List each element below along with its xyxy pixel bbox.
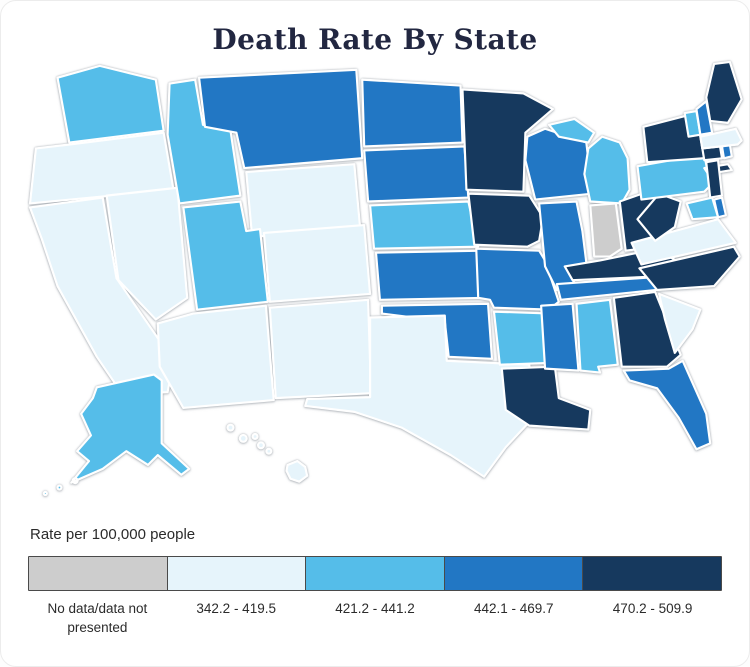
legend-label-text: 421.2 - 441.2 [335, 601, 415, 616]
state-nj [705, 159, 724, 199]
state-in [589, 202, 623, 258]
legend-label-band-3: 442.1 - 469.7 [444, 600, 583, 638]
state-nh [695, 100, 714, 136]
legend-swatch-band-3 [444, 557, 584, 590]
legend-label-band-4: 470.2 - 509.9 [583, 600, 722, 638]
legend-label-band-1: 342.2 - 419.5 [167, 600, 306, 638]
legend-caption: Rate per 100,000 people [30, 526, 196, 543]
state-la [500, 365, 592, 431]
legend-swatch-no-data [29, 557, 168, 590]
state-mt [197, 68, 364, 170]
state-nm [268, 298, 373, 400]
us-map-svg [28, 60, 743, 497]
legend-label-text: 442.1 - 469.7 [474, 601, 554, 616]
state-wa [56, 64, 165, 144]
state-co [262, 224, 372, 303]
state-or [28, 131, 175, 205]
legend: Rate per 100,000 people No data/data not… [1, 526, 749, 638]
legend-label-band-2: 421.2 - 441.2 [306, 600, 445, 638]
state-az [156, 304, 275, 410]
state-hi [226, 423, 309, 483]
legend-label-text: 470.2 - 509.9 [612, 601, 693, 616]
state-id [166, 78, 242, 205]
state-al [575, 298, 619, 374]
state-nc [638, 245, 741, 292]
state-mn [461, 88, 555, 193]
state-va [630, 218, 737, 266]
legend-swatch-band-4 [583, 557, 721, 590]
legend-color-bar [28, 556, 722, 591]
legend-labels: No data/data not presented 342.2 - 419.5… [28, 600, 722, 638]
state-md [685, 196, 720, 221]
state-ne [369, 200, 480, 250]
state-ok [380, 302, 494, 360]
legend-label-text: 342.2 - 419.5 [196, 601, 276, 616]
chart-title: Death Rate By State [212, 23, 538, 56]
state-me [705, 60, 743, 124]
state-mi [547, 117, 631, 205]
state-sc [657, 292, 702, 354]
legend-label-no-data: No data/data not presented [28, 600, 167, 638]
state-ia [467, 192, 545, 248]
state-ma [699, 127, 743, 150]
legend-label-text: No data/data not presented [47, 601, 148, 635]
state-tx [304, 314, 535, 478]
legend-swatch-band-2 [306, 557, 445, 590]
state-sd [363, 145, 470, 203]
state-nd [361, 78, 464, 148]
legend-swatch-band-1 [167, 557, 307, 590]
state-nv [105, 186, 189, 321]
state-ak [42, 373, 191, 497]
state-fl [622, 359, 712, 451]
state-ut [182, 200, 269, 311]
state-ga [612, 290, 682, 368]
state-ks [374, 249, 490, 301]
us-choropleth-map [4, 58, 746, 520]
state-ms [540, 302, 580, 372]
